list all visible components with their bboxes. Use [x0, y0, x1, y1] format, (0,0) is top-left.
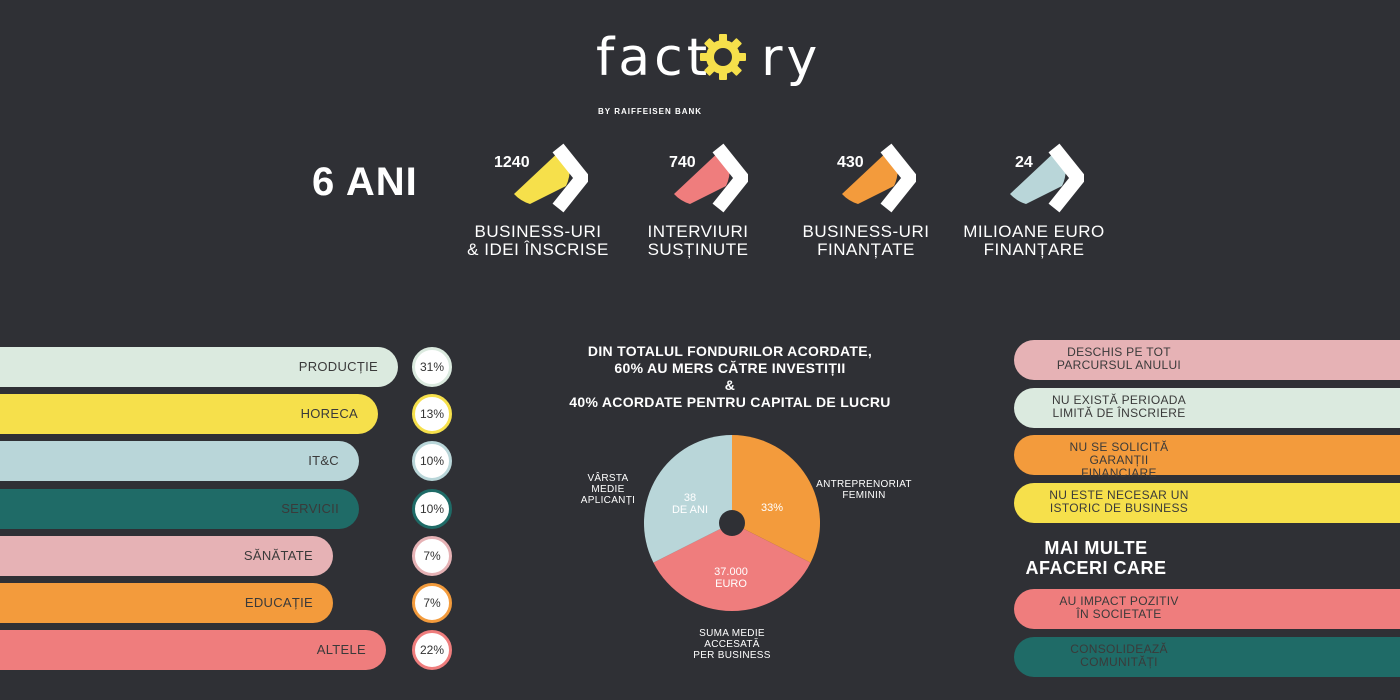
chevron-icon — [1010, 143, 1084, 213]
sector-percent: 10% — [412, 441, 452, 481]
pie-age-value: 38 DE ANI — [671, 492, 709, 516]
stat-number: 740 — [669, 154, 696, 171]
factory-logo: fact ry BY RAIFFEISEN BANK — [596, 28, 817, 116]
sector-percent: 22% — [412, 630, 452, 670]
sector-bar-productie: PRODUCȚIE — [0, 347, 398, 387]
pie-fem-value: 33% — [760, 502, 784, 514]
impact-pill: AU IMPACT POZITIV ÎN SOCIETATE — [1014, 589, 1400, 629]
feature-pill: NU SE SOLICITĂ GARANȚII FINANCIARE — [1014, 435, 1400, 480]
chevron-icon — [842, 143, 916, 213]
stat-number: 430 — [837, 154, 864, 171]
pie-sum-value: 37.000 EURO — [714, 566, 748, 590]
more-heading: MAI MULTE AFACERI CARE — [1025, 538, 1167, 578]
pie-slice-suma — [653, 523, 811, 612]
feature-text: NU ESTE NECESAR UN ISTORIC DE BUSINESS — [1049, 488, 1189, 515]
logo-word-a: fact — [596, 28, 712, 88]
pie-sum-label: SUMA MEDIE ACCESATĂ PER BUSINESS — [693, 628, 771, 661]
years-heading: 6 ANI — [312, 160, 418, 204]
stat-2: 740 INTERVIURI SUSȚINUTE — [618, 140, 778, 270]
pie-slice-feminin — [732, 435, 821, 563]
feature-pill: NU EXISTĂ PERIOADA LIMITĂ DE ÎNSCRIERE — [1014, 388, 1400, 428]
stat-number: 24 — [1015, 154, 1033, 171]
sector-label: ALTELE — [316, 642, 366, 657]
stat-4: 24 MILIOANE EURO FINANȚARE — [954, 140, 1114, 270]
stat-caption: BUSINESS-URI FINANȚATE — [802, 222, 930, 259]
sector-label: EDUCAȚIE — [244, 595, 313, 610]
chevron-icon — [674, 143, 748, 213]
sector-bar-horeca: HORECA — [0, 394, 378, 434]
pie-slice-varsta — [643, 435, 732, 563]
chevron-icon — [514, 143, 588, 213]
logo-wordmark: fact ry — [596, 28, 821, 88]
stat-number: 1240 — [494, 154, 530, 171]
logo-subtitle: BY RAIFFEISEN BANK — [598, 107, 703, 116]
pie-age-label: VÂRSTA MEDIE APLICANȚI — [580, 473, 636, 506]
sector-label: HORECA — [300, 406, 358, 421]
sector-bar-servicii: SERVICII — [0, 489, 359, 529]
sector-percent: 31% — [412, 347, 452, 387]
pie-graphic — [643, 435, 821, 612]
pie-fem-label: ANTREPRENORIAT FEMININ — [816, 479, 912, 501]
sector-label: IT&C — [308, 453, 339, 468]
sector-label: SĂNĂTATE — [243, 548, 313, 563]
gear-icon — [700, 34, 746, 80]
stat-3: 430 BUSINESS-URI FINANȚATE — [786, 140, 946, 270]
stat-caption: BUSINESS-URI & IDEI ÎNSCRISE — [467, 222, 609, 259]
impact-text: CONSOLIDEAZĂ COMUNITĂȚI — [1070, 642, 1168, 669]
stat-1: 1240 BUSINESS-URI & IDEI ÎNSCRISE — [458, 140, 618, 270]
sector-bar-itc: IT&C — [0, 441, 359, 481]
sector-percent: 7% — [412, 536, 452, 576]
stat-caption: MILIOANE EURO FINANȚARE — [963, 222, 1105, 259]
feature-text: NU SE SOLICITĂ GARANȚII FINANCIARE — [1069, 440, 1169, 480]
stats-pie — [620, 430, 860, 630]
feature-text: DESCHIS PE TOT PARCURSUL ANULUI — [1056, 345, 1182, 372]
stat-caption: INTERVIURI SUSȚINUTE — [647, 222, 749, 259]
sector-bar-sanatate: SĂNĂTATE — [0, 536, 333, 576]
logo-word-b: ry — [761, 28, 822, 88]
sector-percent: 10% — [412, 489, 452, 529]
feature-text: NU EXISTĂ PERIOADA LIMITĂ DE ÎNSCRIERE — [1051, 393, 1187, 420]
sector-percent: 7% — [412, 583, 452, 623]
sector-percent: 13% — [412, 394, 452, 434]
feature-pill: NU ESTE NECESAR UN ISTORIC DE BUSINESS — [1014, 483, 1400, 523]
impact-pill: CONSOLIDEAZĂ COMUNITĂȚI — [1014, 637, 1400, 677]
sector-label: PRODUCȚIE — [298, 359, 378, 374]
impact-text: AU IMPACT POZITIV ÎN SOCIETATE — [1059, 594, 1179, 621]
funding-headline: DIN TOTALUL FONDURILOR ACORDATE, 60% AU … — [569, 343, 891, 410]
feature-pill: DESCHIS PE TOT PARCURSUL ANULUI — [1014, 340, 1400, 380]
sector-label: SERVICII — [281, 501, 339, 516]
sector-bar-educatie: EDUCAȚIE — [0, 583, 333, 623]
sector-bar-altele: ALTELE — [0, 630, 386, 670]
